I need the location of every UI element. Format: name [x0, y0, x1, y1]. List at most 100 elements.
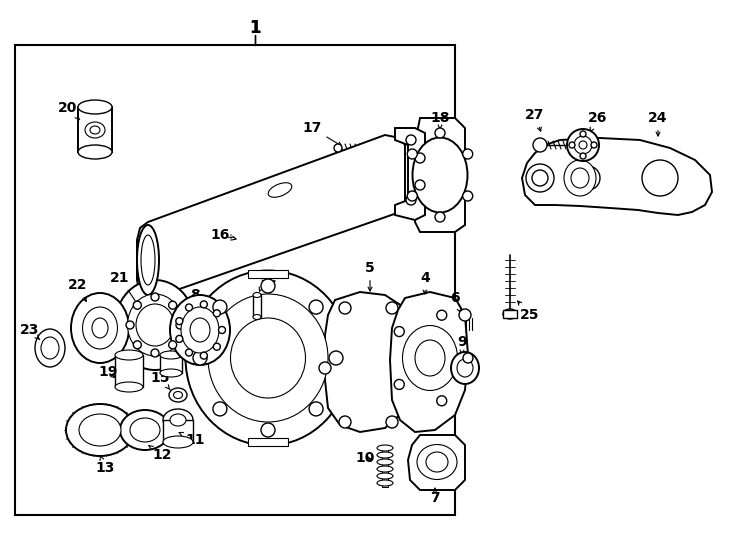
Circle shape [463, 353, 473, 363]
Text: 4: 4 [420, 271, 430, 294]
Ellipse shape [85, 122, 105, 138]
Circle shape [319, 362, 331, 374]
Circle shape [394, 327, 404, 336]
Circle shape [404, 354, 416, 366]
Circle shape [309, 402, 323, 416]
Bar [503, 310, 517, 318]
Text: 14: 14 [142, 335, 162, 355]
Circle shape [437, 396, 447, 406]
Text: 12: 12 [149, 446, 172, 462]
Ellipse shape [208, 294, 328, 422]
Ellipse shape [35, 329, 65, 367]
Ellipse shape [120, 410, 170, 450]
Circle shape [576, 166, 600, 190]
Ellipse shape [571, 168, 589, 188]
Ellipse shape [66, 404, 134, 456]
Text: 20: 20 [58, 101, 80, 120]
Circle shape [407, 149, 418, 159]
Ellipse shape [451, 352, 479, 384]
Ellipse shape [78, 145, 112, 159]
Ellipse shape [268, 183, 292, 197]
Polygon shape [522, 138, 712, 215]
Ellipse shape [90, 126, 100, 134]
Circle shape [186, 349, 192, 356]
Ellipse shape [82, 307, 117, 349]
Ellipse shape [170, 295, 230, 365]
Text: 18: 18 [430, 111, 450, 129]
Text: 8: 8 [190, 288, 200, 307]
Ellipse shape [253, 293, 261, 298]
Ellipse shape [41, 337, 59, 359]
Circle shape [186, 304, 192, 311]
Ellipse shape [137, 225, 159, 295]
Polygon shape [390, 292, 468, 432]
Circle shape [176, 321, 184, 329]
Circle shape [151, 349, 159, 357]
Circle shape [126, 321, 134, 329]
Ellipse shape [78, 100, 112, 114]
Ellipse shape [377, 452, 393, 458]
Text: 16: 16 [211, 228, 236, 242]
Circle shape [406, 135, 416, 145]
Text: 5: 5 [365, 261, 375, 291]
Circle shape [214, 343, 220, 350]
Ellipse shape [71, 293, 129, 363]
Circle shape [134, 341, 142, 349]
Ellipse shape [170, 414, 186, 426]
Ellipse shape [230, 318, 305, 398]
Circle shape [459, 309, 471, 321]
Text: 19: 19 [98, 365, 117, 379]
Text: 2: 2 [267, 271, 277, 301]
Ellipse shape [130, 418, 160, 442]
Text: 25: 25 [517, 301, 539, 322]
Polygon shape [248, 270, 288, 278]
Text: 11: 11 [179, 433, 205, 447]
Ellipse shape [377, 473, 393, 479]
Circle shape [580, 153, 586, 159]
Circle shape [435, 128, 445, 138]
Text: 21: 21 [110, 271, 138, 305]
Circle shape [169, 341, 177, 349]
Ellipse shape [377, 459, 393, 465]
Text: 1: 1 [250, 19, 261, 37]
Ellipse shape [503, 309, 517, 319]
Text: 6: 6 [450, 291, 461, 312]
Ellipse shape [128, 294, 183, 356]
Circle shape [415, 180, 425, 190]
Circle shape [213, 300, 227, 314]
Ellipse shape [413, 138, 468, 213]
Text: 13: 13 [95, 456, 115, 475]
Circle shape [533, 138, 547, 152]
Ellipse shape [92, 318, 108, 338]
Circle shape [261, 279, 275, 293]
Polygon shape [325, 292, 418, 432]
Ellipse shape [160, 351, 182, 359]
Circle shape [407, 191, 418, 201]
Text: 27: 27 [526, 108, 545, 131]
Ellipse shape [141, 235, 155, 285]
Ellipse shape [169, 388, 187, 402]
Circle shape [169, 301, 177, 309]
Ellipse shape [377, 466, 393, 472]
Text: +: + [226, 233, 234, 243]
Circle shape [462, 191, 473, 201]
Ellipse shape [377, 445, 393, 451]
Circle shape [394, 380, 404, 389]
Circle shape [415, 153, 425, 163]
Circle shape [213, 402, 227, 416]
Ellipse shape [564, 160, 596, 196]
Bar [15, 45, 455, 515]
Text: 23: 23 [21, 323, 40, 340]
Circle shape [200, 301, 207, 308]
Ellipse shape [253, 314, 261, 320]
Ellipse shape [186, 271, 351, 446]
Ellipse shape [426, 452, 448, 472]
Bar [163, 420, 193, 442]
Ellipse shape [402, 326, 457, 390]
Polygon shape [415, 118, 465, 232]
Ellipse shape [457, 359, 473, 377]
Circle shape [386, 416, 398, 428]
Polygon shape [395, 128, 425, 220]
Ellipse shape [173, 392, 183, 399]
Ellipse shape [567, 129, 599, 161]
